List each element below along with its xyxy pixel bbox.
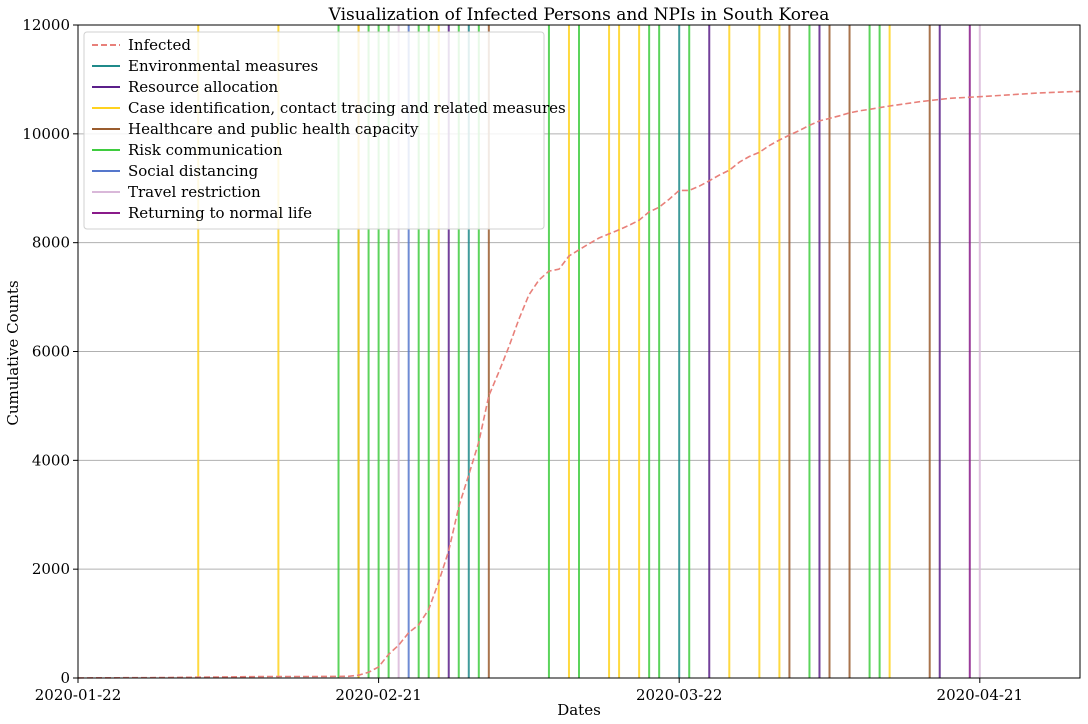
legend-box: [83, 31, 545, 230]
legend-label: Healthcare and public health capacity: [128, 120, 419, 138]
legend-label: Returning to normal life: [128, 204, 312, 222]
legend-label: Travel restriction: [128, 183, 261, 201]
chart-title: Visualization of Infected Persons and NP…: [328, 5, 830, 25]
legend-label: Environmental measures: [128, 57, 318, 75]
y-tick-label: 10000: [22, 125, 70, 143]
legend: Infected Environmental measures Resource a…: [83, 31, 566, 230]
legend-label: Case identification, contact tracing and…: [128, 99, 566, 117]
x-axis-label: Dates: [557, 701, 601, 719]
axes: 0 2000 4000 6000 8000 10000 12000 2020-01-22 202…: [22, 16, 1081, 704]
y-tick-label: 12000: [22, 16, 70, 34]
x-tick-label: 2020-02-21: [335, 686, 421, 704]
x-tick-label: 2020-04-21: [937, 686, 1023, 704]
infected-line: [77, 90, 1081, 679]
x-tick-label: 2020-03-22: [636, 686, 722, 704]
legend-label: Social distancing: [128, 162, 259, 180]
y-tick-label: 8000: [32, 234, 70, 252]
series-lines: [77, 90, 1081, 679]
y-tick-label: 6000: [32, 343, 70, 361]
legend-label: Infected: [128, 36, 191, 54]
legend-label: Resource allocation: [128, 78, 279, 96]
x-tick-label: 2020-01-22: [35, 686, 121, 704]
y-tick-label: 4000: [32, 451, 70, 469]
y-tick-label: 2000: [32, 560, 70, 578]
y-tick-label: 0: [60, 669, 70, 687]
legend-label: Risk communication: [128, 141, 283, 159]
y-axis-label: Cumulative Counts: [4, 280, 22, 425]
